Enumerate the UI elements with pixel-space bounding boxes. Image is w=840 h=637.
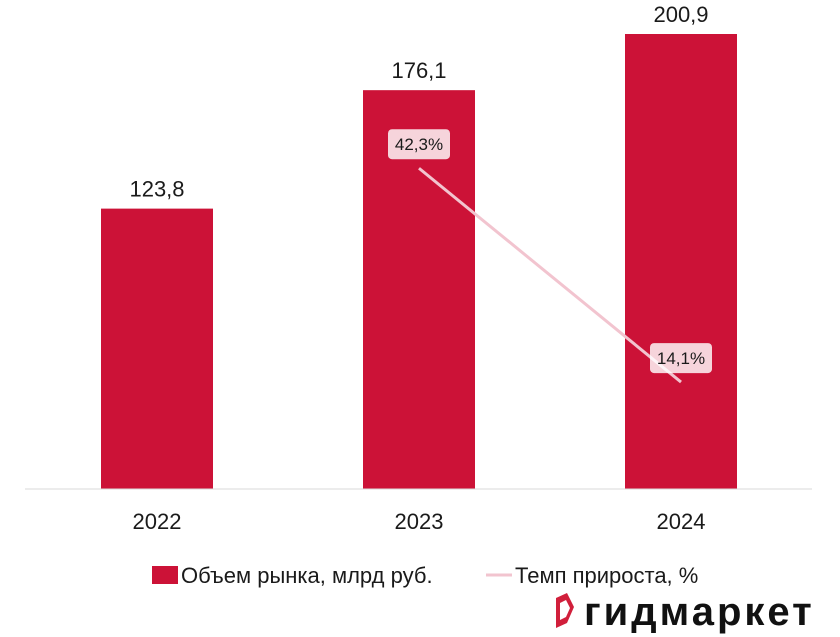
bar-2024 [625, 34, 737, 489]
growth-label-box [650, 343, 712, 374]
legend: Объем рынка, млрд руб. Темп прироста, % [152, 563, 698, 588]
x-tick-2024: 2024 [657, 509, 706, 534]
growth-label-2023: 42,3% [388, 129, 450, 160]
bar-labels: 123,8 176,1 200,9 [129, 2, 708, 202]
growth-label-2024: 14,1% [650, 343, 712, 374]
brand-logo: гидмаркет [556, 590, 815, 634]
brand-logo-icon [556, 593, 574, 628]
legend-swatch-market-volume [152, 566, 178, 584]
bar-2022 [101, 208, 213, 489]
growth-label-text: 42,3% [395, 135, 443, 154]
growth-labels: 42,3% 14,1% [388, 129, 712, 374]
x-tick-2022: 2022 [133, 509, 182, 534]
bars [101, 34, 737, 490]
legend-label-growth-rate: Темп прироста, % [515, 563, 698, 588]
x-tick-2023: 2023 [395, 509, 444, 534]
x-ticks: 2022 2023 2024 [133, 509, 706, 534]
growth-label-text: 14,1% [657, 349, 705, 368]
bar-value-label-2023: 176,1 [391, 58, 446, 83]
legend-label-market-volume: Объем рынка, млрд руб. [181, 563, 433, 588]
bar-value-label-2022: 123,8 [129, 177, 184, 202]
growth-line-series [418, 167, 682, 384]
growth-label-box [388, 129, 450, 160]
growth-line [418, 167, 682, 384]
bar-value-label-2024: 200,9 [653, 2, 708, 27]
brand-name: гидмаркет [584, 590, 815, 634]
